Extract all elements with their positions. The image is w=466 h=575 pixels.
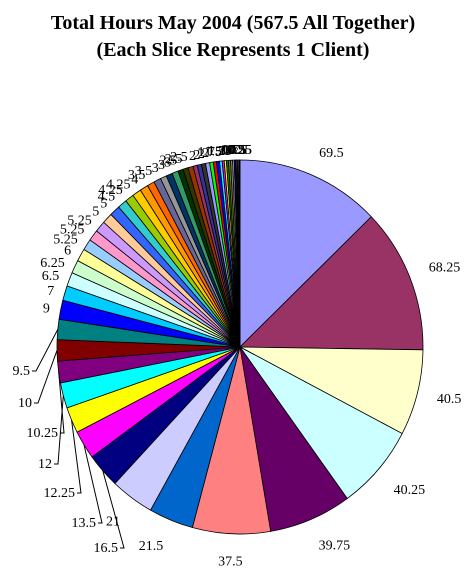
slice-label: 40.25 bbox=[394, 483, 426, 498]
slice-label: 69.5 bbox=[319, 146, 344, 161]
slice-label: 4 bbox=[131, 172, 138, 187]
slice-label: 1 bbox=[221, 143, 228, 158]
slice-label: 68.25 bbox=[429, 260, 461, 275]
slice-label: 3.5 bbox=[128, 168, 146, 183]
slice-label: 37.5 bbox=[218, 554, 243, 569]
slice-label: 1 bbox=[228, 143, 235, 158]
slice-label: 1 bbox=[219, 144, 226, 159]
slice-label: 40.5 bbox=[437, 392, 462, 407]
slice-label: 3 bbox=[164, 156, 171, 171]
slice-label: 21.5 bbox=[139, 539, 164, 554]
slice-label: 16.5 bbox=[94, 541, 119, 556]
slice-label: 21 bbox=[106, 515, 120, 530]
slice-label: 12 bbox=[38, 457, 52, 472]
slice-label: 3 bbox=[158, 158, 165, 173]
chart-title: Total Hours May 2004 (567.5 All Together… bbox=[50, 12, 416, 34]
slice-label: 1 bbox=[225, 143, 232, 158]
slice-label: 9.5 bbox=[13, 364, 31, 379]
pie-slices bbox=[56, 159, 424, 535]
slice-label: 5.25 bbox=[67, 213, 92, 228]
slice-label: 9 bbox=[43, 302, 50, 317]
slice-label: 6.5 bbox=[42, 269, 60, 284]
slice-label: 5.25 bbox=[53, 233, 78, 248]
slice-label: 1.5 bbox=[208, 144, 226, 159]
slice-label: 2 bbox=[202, 146, 209, 161]
slice-label: 0.5 bbox=[227, 143, 245, 158]
slice-label: 12.25 bbox=[44, 486, 76, 501]
slice-labels: 69.568.2540.540.2539.7537.521.52116.513.… bbox=[13, 143, 462, 569]
pie-slice bbox=[239, 159, 241, 348]
slice-label: 6.25 bbox=[40, 256, 65, 271]
slice-label: 0.5 bbox=[228, 143, 246, 158]
slice-label: 0.75 bbox=[222, 143, 247, 158]
slice-label: 2.5 bbox=[170, 150, 188, 165]
slice-label: 1.75 bbox=[197, 145, 222, 160]
slice-label: 1.5 bbox=[205, 145, 223, 160]
slice-label: 5 bbox=[92, 205, 99, 220]
slice-label: 5 bbox=[100, 197, 107, 212]
leader-line bbox=[34, 350, 58, 404]
leader-line bbox=[54, 395, 64, 465]
leader-line bbox=[32, 329, 59, 372]
slice-label: 0.5 bbox=[230, 143, 248, 158]
slice-label: 39.75 bbox=[319, 538, 351, 553]
slice-label: 2 bbox=[189, 149, 196, 164]
slice-label: 10.25 bbox=[27, 426, 59, 441]
leader-line bbox=[71, 420, 82, 494]
slice-label: 2 bbox=[198, 147, 205, 162]
slice-label: 0.25 bbox=[227, 143, 252, 158]
slice-label: 4.25 bbox=[106, 177, 131, 192]
slice-label: 0.25 bbox=[227, 143, 252, 158]
slice-label: 4.5 bbox=[98, 189, 116, 204]
leader-line bbox=[58, 372, 65, 434]
slice-label: 2 bbox=[193, 148, 200, 163]
leader-line bbox=[83, 444, 103, 524]
slice-label: 2.5 bbox=[165, 152, 183, 167]
slice-label: 2.5 bbox=[160, 154, 178, 169]
slice-label: 1.25 bbox=[207, 144, 232, 159]
chart-title-block: Total Hours May 2004 (567.5 All Together… bbox=[0, 10, 466, 64]
slice-label: 6 bbox=[64, 244, 71, 259]
slice-label: 5.25 bbox=[60, 223, 85, 238]
pie-slice bbox=[239, 159, 372, 348]
slice-label: 0.75 bbox=[221, 143, 246, 158]
leader-lines bbox=[32, 329, 125, 549]
slice-label: 3 bbox=[152, 161, 159, 176]
slice-label: 13.5 bbox=[72, 516, 97, 531]
chart-subtitle: (Each Slice Represents 1 Client) bbox=[96, 39, 370, 61]
slice-label: 1 bbox=[223, 143, 230, 158]
slice-label: 4.25 bbox=[98, 183, 123, 198]
slice-label: 10 bbox=[18, 396, 32, 411]
slice-label: 3.5 bbox=[135, 164, 153, 179]
leader-line bbox=[102, 470, 125, 549]
slice-label: 7 bbox=[47, 284, 54, 299]
pie-slice bbox=[239, 216, 424, 351]
